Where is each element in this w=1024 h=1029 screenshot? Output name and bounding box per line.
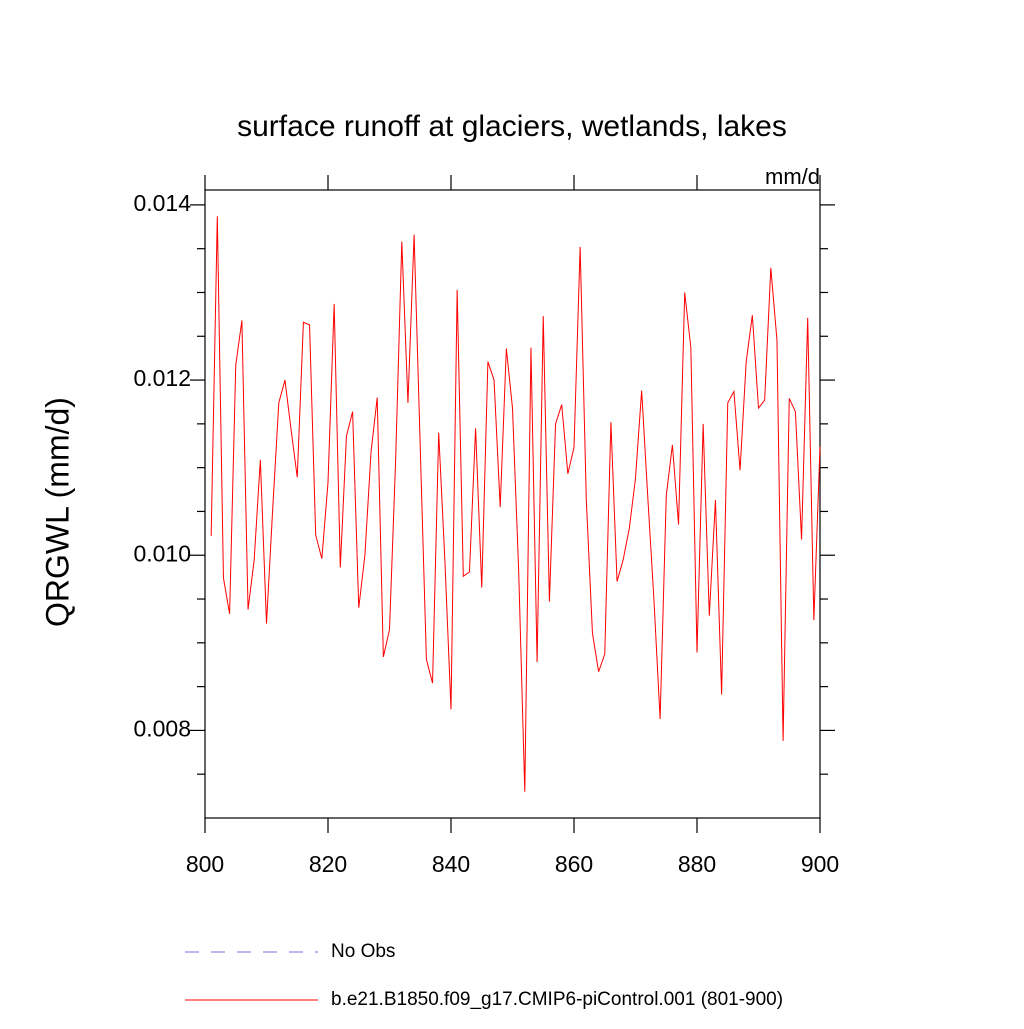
y-tick-label: 0.010 [133,540,191,566]
units-label: mm/d [765,164,820,189]
y-axis-label: QRGWL (mm/d) [39,397,75,627]
legend-label: No Obs [331,941,395,962]
y-tick-label: 0.014 [133,190,191,216]
x-tick-label: 900 [801,851,839,877]
y-tick-label: 0.008 [133,715,191,741]
x-tick-label: 820 [309,851,347,877]
x-tick-label: 860 [555,851,593,877]
legend-label: b.e21.B1850.f09_g17.CMIP6-piControl.001 … [331,989,783,1010]
x-tick-label: 840 [432,851,470,877]
x-tick-label: 800 [186,851,224,877]
chart-title: surface runoff at glaciers, wetlands, la… [237,110,787,143]
data-line [210,216,821,792]
plot-frame [204,189,821,819]
y-tick-label: 0.012 [133,365,191,391]
x-tick-label: 880 [678,851,716,877]
